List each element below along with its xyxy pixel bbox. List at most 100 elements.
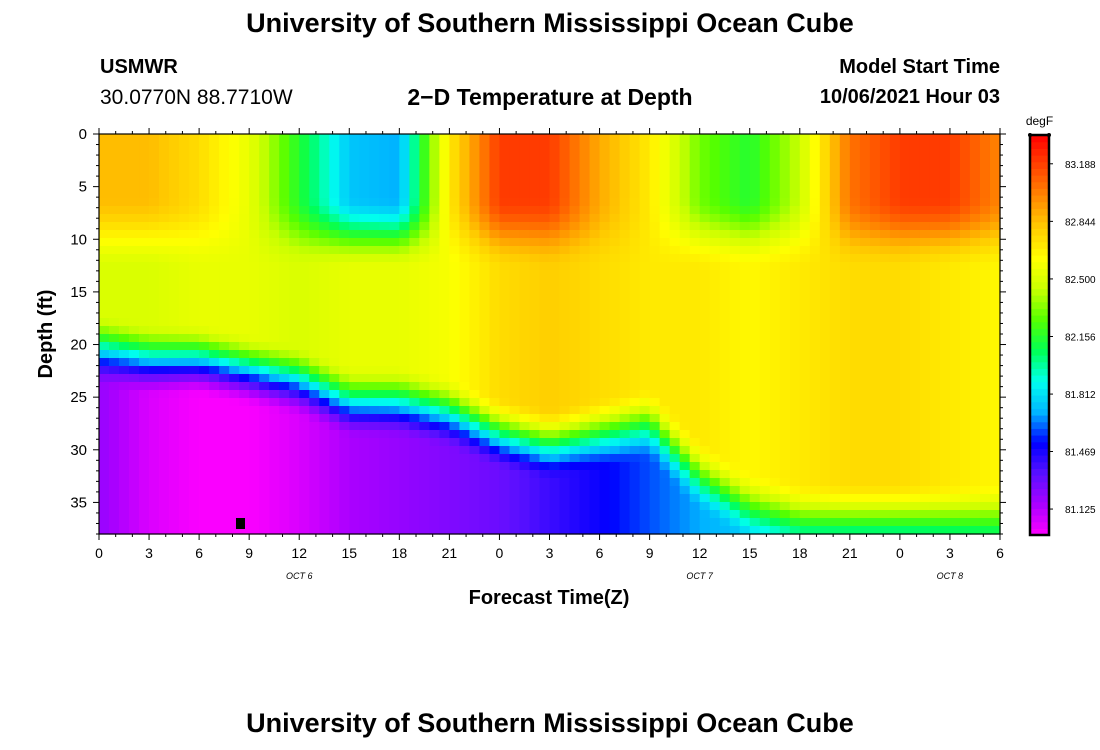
heatmap-cell — [659, 454, 671, 463]
heatmap-cell — [319, 294, 330, 303]
heatmap-cell — [359, 222, 370, 231]
heatmap-cell — [929, 246, 941, 255]
heatmap-cell — [679, 390, 691, 399]
heatmap-cell — [789, 294, 801, 303]
heatmap-cell — [119, 446, 130, 455]
heatmap-cell — [589, 462, 601, 471]
heatmap-cell — [519, 230, 531, 239]
heatmap-cell — [599, 198, 611, 207]
heatmap-cell — [309, 198, 320, 207]
heatmap-cell — [209, 310, 220, 319]
heatmap-cell — [569, 406, 581, 415]
heatmap-cell — [649, 166, 661, 175]
heatmap-cell — [159, 358, 170, 367]
heatmap-cell — [969, 310, 981, 319]
heatmap-cell — [349, 318, 360, 327]
heatmap-cell — [609, 198, 621, 207]
heatmap-cell — [289, 438, 300, 447]
heatmap-cell — [549, 510, 561, 519]
heatmap-cell — [919, 270, 931, 279]
heatmap-cell — [879, 366, 891, 375]
heatmap-cell — [499, 166, 511, 175]
heatmap-cell — [239, 374, 250, 383]
colorbar-segment — [1030, 441, 1049, 449]
heatmap-cell — [889, 214, 901, 223]
heatmap-cell — [929, 446, 941, 455]
heatmap-cell — [909, 438, 921, 447]
colorbar-segment — [1030, 375, 1049, 383]
heatmap-cell — [509, 486, 521, 495]
heatmap-cell — [479, 158, 491, 167]
heatmap-cell — [179, 326, 190, 335]
heatmap-cell — [499, 158, 511, 167]
heatmap-cell — [519, 350, 531, 359]
heatmap-cell — [549, 486, 561, 495]
heatmap-cell — [859, 486, 871, 495]
heatmap-cell — [649, 342, 661, 351]
heatmap-cell — [529, 230, 541, 239]
heatmap-cell — [579, 526, 591, 535]
heatmap-cell — [319, 254, 330, 263]
heatmap-cell — [889, 238, 901, 247]
heatmap-cell — [379, 190, 390, 199]
heatmap-cell — [629, 470, 641, 479]
heatmap-cell — [789, 142, 801, 151]
heatmap-cell — [659, 262, 671, 271]
heatmap-cell — [889, 438, 901, 447]
heatmap-cell — [249, 342, 260, 351]
heatmap-cell — [869, 494, 881, 503]
heatmap-cell — [129, 414, 140, 423]
heatmap-cell — [659, 302, 671, 311]
heatmap-cell — [99, 486, 110, 495]
heatmap-cell — [899, 486, 911, 495]
heatmap-cell — [479, 190, 491, 199]
heatmap-cell — [549, 174, 561, 183]
heatmap-cell — [799, 350, 811, 359]
heatmap-cell — [939, 182, 951, 191]
heatmap-cell — [499, 510, 511, 519]
heatmap-cell — [159, 462, 170, 471]
heatmap-cell — [829, 190, 841, 199]
heatmap-cell — [259, 278, 270, 287]
heatmap-cell — [649, 502, 661, 511]
heatmap-cell — [369, 462, 380, 471]
heatmap-cell — [469, 238, 481, 247]
heatmap-cell — [769, 406, 781, 415]
heatmap-cell — [239, 398, 250, 407]
heatmap-cell — [349, 518, 360, 527]
heatmap-cell — [699, 214, 711, 223]
heatmap-cell — [609, 342, 621, 351]
heatmap-cell — [299, 446, 310, 455]
heatmap-cell — [809, 142, 821, 151]
heatmap-cell — [919, 398, 931, 407]
heatmap-cell — [879, 262, 891, 271]
heatmap-cell — [609, 182, 621, 191]
heatmap-cell — [979, 238, 991, 247]
heatmap-cell — [519, 142, 531, 151]
heatmap-cell — [359, 278, 370, 287]
heatmap-cell — [409, 190, 420, 199]
heatmap-cell — [269, 502, 280, 511]
heatmap-cell — [919, 422, 931, 431]
heatmap-cell — [439, 366, 450, 375]
heatmap-cell — [799, 502, 811, 511]
heatmap-cell — [299, 142, 310, 151]
heatmap-cell — [789, 510, 801, 519]
heatmap-cell — [219, 262, 230, 271]
heatmap-cell — [239, 294, 250, 303]
heatmap-cell — [739, 334, 751, 343]
heatmap-cell — [979, 398, 991, 407]
heatmap-cell — [509, 214, 521, 223]
heatmap-cell — [659, 254, 671, 263]
heatmap-cell — [979, 454, 991, 463]
heatmap-cell — [199, 414, 210, 423]
heatmap-cell — [729, 406, 741, 415]
heatmap-cell — [539, 214, 551, 223]
heatmap-cell — [229, 358, 240, 367]
heatmap-cell — [779, 334, 791, 343]
heatmap-cell — [259, 326, 270, 335]
heatmap-cell — [239, 366, 250, 375]
heatmap-cell — [839, 134, 851, 143]
heatmap-cell — [679, 302, 691, 311]
heatmap-cell — [929, 478, 941, 487]
